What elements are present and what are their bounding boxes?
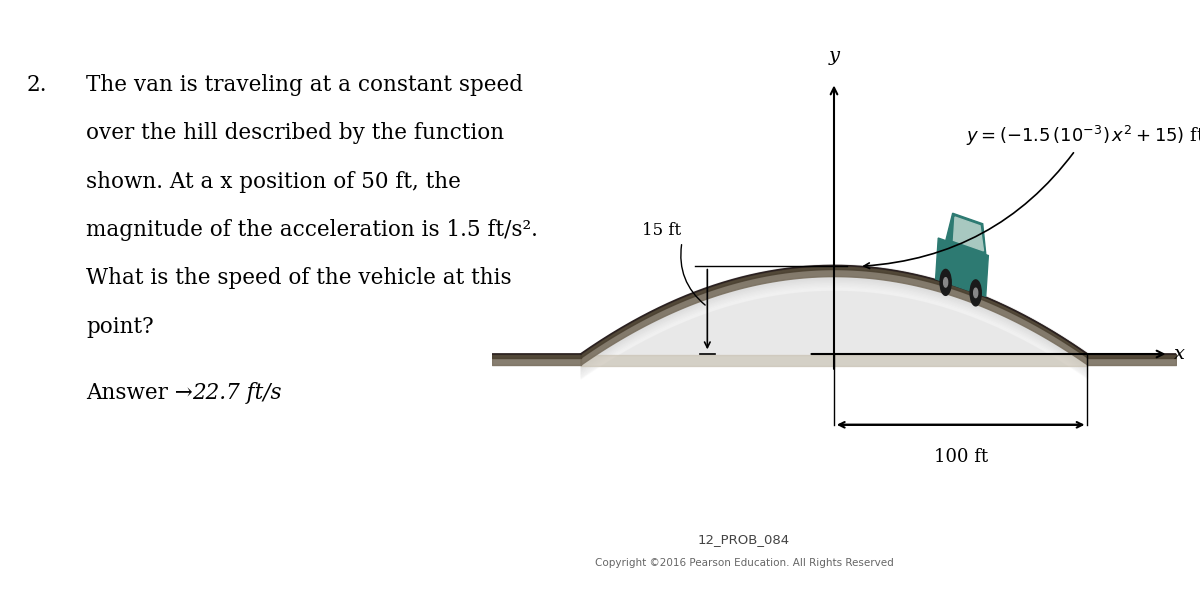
Polygon shape — [936, 238, 989, 296]
Text: 22.7 ft/s: 22.7 ft/s — [192, 382, 282, 404]
Circle shape — [970, 280, 982, 306]
Text: 12_PROB_084: 12_PROB_084 — [698, 533, 790, 546]
Text: point?: point? — [86, 316, 154, 337]
Text: Copyright ©2016 Pearson Education. All Rights Reserved: Copyright ©2016 Pearson Education. All R… — [595, 559, 893, 568]
Text: magnitude of the acceleration is 1.5 ft/s².: magnitude of the acceleration is 1.5 ft/… — [86, 219, 539, 241]
Polygon shape — [954, 217, 984, 251]
Text: x: x — [1174, 345, 1184, 363]
Text: What is the speed of the vehicle at this: What is the speed of the vehicle at this — [86, 267, 512, 289]
Text: over the hill described by the function: over the hill described by the function — [86, 122, 504, 144]
Text: $y = (-1.5\,(10^{-3})\,x^2 + 15)$ ft: $y = (-1.5\,(10^{-3})\,x^2 + 15)$ ft — [864, 124, 1200, 268]
Text: 100 ft: 100 ft — [934, 448, 988, 467]
Circle shape — [973, 288, 978, 297]
Text: y: y — [828, 47, 840, 65]
Text: 2.: 2. — [26, 74, 47, 96]
Polygon shape — [946, 213, 986, 255]
Circle shape — [940, 270, 952, 296]
Text: The van is traveling at a constant speed: The van is traveling at a constant speed — [86, 74, 523, 96]
Text: shown. At a x position of 50 ft, the: shown. At a x position of 50 ft, the — [86, 171, 461, 192]
Circle shape — [943, 278, 948, 287]
Text: 15 ft: 15 ft — [642, 222, 682, 238]
Text: Answer →: Answer → — [86, 382, 200, 404]
